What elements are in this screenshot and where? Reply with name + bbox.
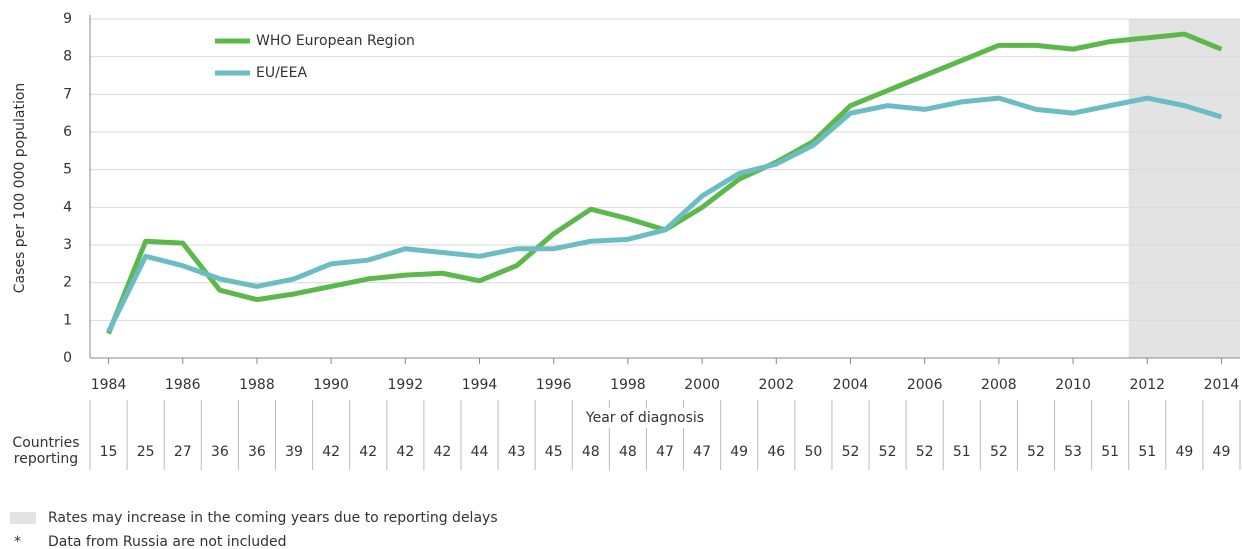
table-cell: 48 bbox=[582, 444, 600, 460]
table-cell: 42 bbox=[434, 444, 452, 460]
y-tick-label: 3 bbox=[63, 237, 72, 253]
table-cell: 52 bbox=[1027, 444, 1045, 460]
x-tick-label: 2012 bbox=[1129, 377, 1165, 393]
x-tick-label: 2004 bbox=[833, 377, 869, 393]
x-tick-label: 2006 bbox=[907, 377, 943, 393]
y-tick-label: 2 bbox=[63, 275, 72, 291]
table-cell: 42 bbox=[396, 444, 414, 460]
y-tick-label: 7 bbox=[63, 86, 72, 102]
table-cell: 51 bbox=[1101, 444, 1119, 460]
table-cell: 49 bbox=[1213, 444, 1231, 460]
y-tick-label: 8 bbox=[63, 49, 72, 65]
x-tick-label: 1998 bbox=[610, 377, 646, 393]
legend-label: WHO European Region bbox=[256, 33, 415, 49]
table-cell: 15 bbox=[100, 444, 118, 460]
x-tick-label: 2002 bbox=[758, 377, 794, 393]
x-tick-label: 1984 bbox=[91, 377, 127, 393]
x-tick-label: 1996 bbox=[536, 377, 572, 393]
table-cell: 27 bbox=[174, 444, 192, 460]
table-cell: 53 bbox=[1064, 444, 1082, 460]
table-cell: 51 bbox=[953, 444, 971, 460]
table-cell: 42 bbox=[322, 444, 340, 460]
table-cell: 47 bbox=[656, 444, 674, 460]
table-cell: 52 bbox=[916, 444, 934, 460]
x-tick-label: 2014 bbox=[1204, 377, 1240, 393]
table-cell: 49 bbox=[730, 444, 748, 460]
y-tick-label: 5 bbox=[63, 162, 72, 178]
table-cell: 52 bbox=[990, 444, 1008, 460]
x-tick-label: 2000 bbox=[684, 377, 720, 393]
x-tick-label: 1990 bbox=[313, 377, 349, 393]
table-cell: 25 bbox=[137, 444, 155, 460]
x-axis-label-background bbox=[578, 408, 711, 428]
x-tick-label: 1994 bbox=[462, 377, 498, 393]
x-tick-label: 1988 bbox=[239, 377, 275, 393]
y-tick-label: 1 bbox=[63, 312, 72, 328]
note-swatch bbox=[10, 512, 36, 524]
legend-label: EU/EEA bbox=[256, 65, 308, 81]
y-tick-label: 4 bbox=[63, 199, 72, 215]
y-tick-label: 0 bbox=[63, 350, 72, 366]
table-cell: 36 bbox=[248, 444, 266, 460]
x-tick-label: 1992 bbox=[388, 377, 424, 393]
shaded-region bbox=[1128, 19, 1240, 358]
y-tick-label: 9 bbox=[63, 11, 72, 27]
table-cell: 47 bbox=[693, 444, 711, 460]
table-cell: 45 bbox=[545, 444, 563, 460]
table-label: Countries bbox=[12, 435, 79, 451]
table-cell: 49 bbox=[1175, 444, 1193, 460]
x-tick-label: 1986 bbox=[165, 377, 201, 393]
table-cell: 52 bbox=[879, 444, 897, 460]
y-axis-label: Cases per 100 000 population bbox=[12, 83, 28, 294]
table-cell: 39 bbox=[285, 444, 303, 460]
x-tick-label: 2008 bbox=[981, 377, 1017, 393]
table-cell: 44 bbox=[471, 444, 489, 460]
table-cell: 51 bbox=[1138, 444, 1156, 460]
table-cell: 52 bbox=[842, 444, 860, 460]
table-cell: 42 bbox=[359, 444, 377, 460]
x-tick-label: 2010 bbox=[1055, 377, 1091, 393]
series-line bbox=[106, 95, 1223, 333]
note-text: Data from Russia are not included bbox=[48, 534, 286, 549]
table-cell: 46 bbox=[767, 444, 785, 460]
note-symbol: * bbox=[14, 534, 21, 549]
table-cell: 36 bbox=[211, 444, 229, 460]
table-cell: 48 bbox=[619, 444, 637, 460]
note-text: Rates may increase in the coming years d… bbox=[48, 510, 498, 526]
table-cell: 50 bbox=[804, 444, 822, 460]
table-cell: 43 bbox=[508, 444, 526, 460]
x-axis-label: Year of diagnosis bbox=[585, 410, 704, 426]
y-tick-label: 6 bbox=[63, 124, 72, 140]
table-label: reporting bbox=[14, 451, 78, 467]
